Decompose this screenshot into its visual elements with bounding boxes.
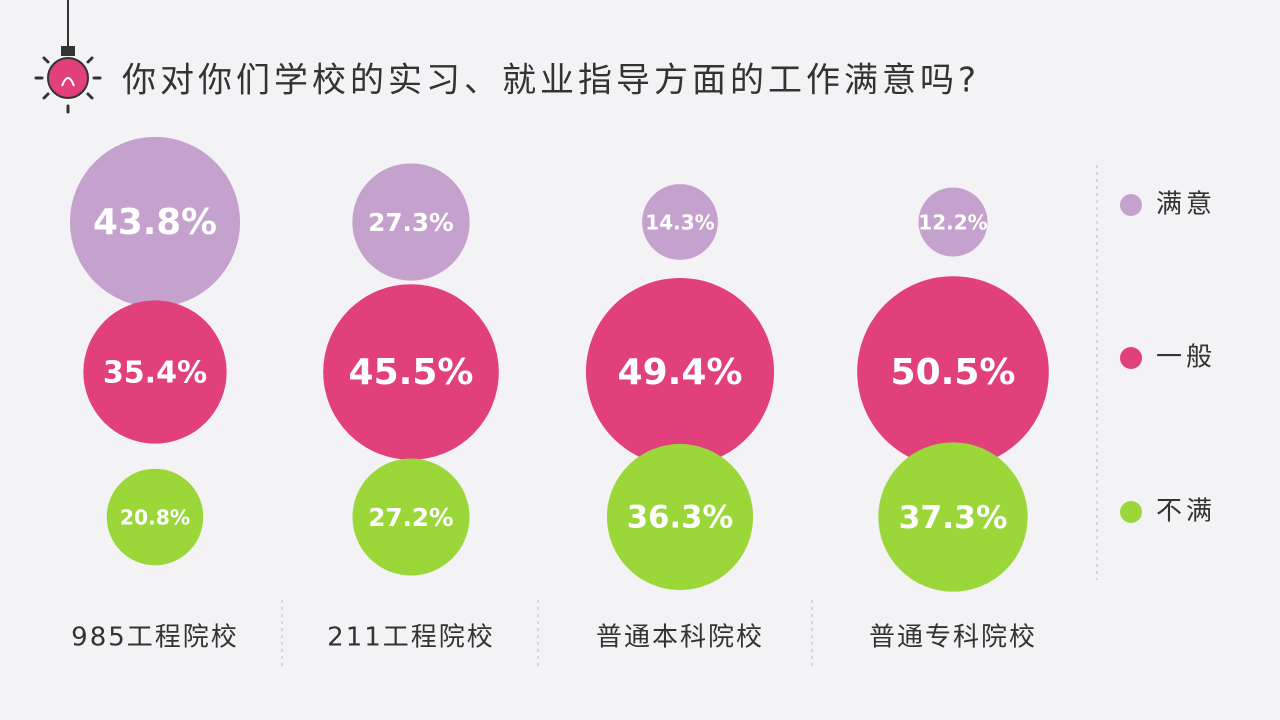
- legend-label: 满意: [1156, 190, 1216, 220]
- value-label: 50.5%: [891, 352, 1016, 393]
- bulb-icon: [34, 0, 102, 114]
- value-label: 49.4%: [618, 352, 743, 393]
- bubble: [606, 443, 754, 591]
- bubble: [83, 300, 227, 444]
- chart-title: 你对你们学校的实习、就业指导方面的工作满意吗?: [122, 61, 980, 101]
- bubble: [918, 187, 988, 257]
- separators: [281, 165, 1098, 670]
- value-label: 45.5%: [349, 352, 474, 393]
- legend-swatch: [1120, 194, 1142, 216]
- value-label: 12.2%: [918, 211, 987, 235]
- value-label: 20.8%: [120, 506, 190, 530]
- value-label: 14.3%: [645, 211, 714, 235]
- bubble: [352, 458, 470, 576]
- legend-swatch: [1120, 501, 1142, 523]
- x-tick-label: 985工程院校: [71, 623, 239, 653]
- value-label: 37.3%: [899, 500, 1008, 536]
- bubble: [642, 184, 718, 260]
- legend-swatch: [1120, 347, 1142, 369]
- legend-label: 一般: [1156, 343, 1216, 373]
- legend-label: 不满: [1156, 497, 1216, 527]
- x-tick-label: 普通专科院校: [869, 623, 1037, 653]
- x-tick-label: 普通本科院校: [596, 623, 764, 653]
- bubble: [69, 136, 241, 308]
- bubble: [585, 277, 775, 467]
- value-label: 35.4%: [103, 356, 207, 391]
- bubble: [323, 284, 499, 460]
- value-label: 36.3%: [627, 501, 733, 536]
- value-label: 27.3%: [368, 208, 453, 237]
- value-label: 27.2%: [368, 503, 453, 532]
- value-label: 43.8%: [93, 202, 217, 243]
- x-tick-label: 211工程院校: [327, 623, 495, 653]
- bubble: [857, 276, 1049, 468]
- bubble: [352, 163, 470, 281]
- bubble: [106, 468, 204, 566]
- bubble: [878, 442, 1028, 592]
